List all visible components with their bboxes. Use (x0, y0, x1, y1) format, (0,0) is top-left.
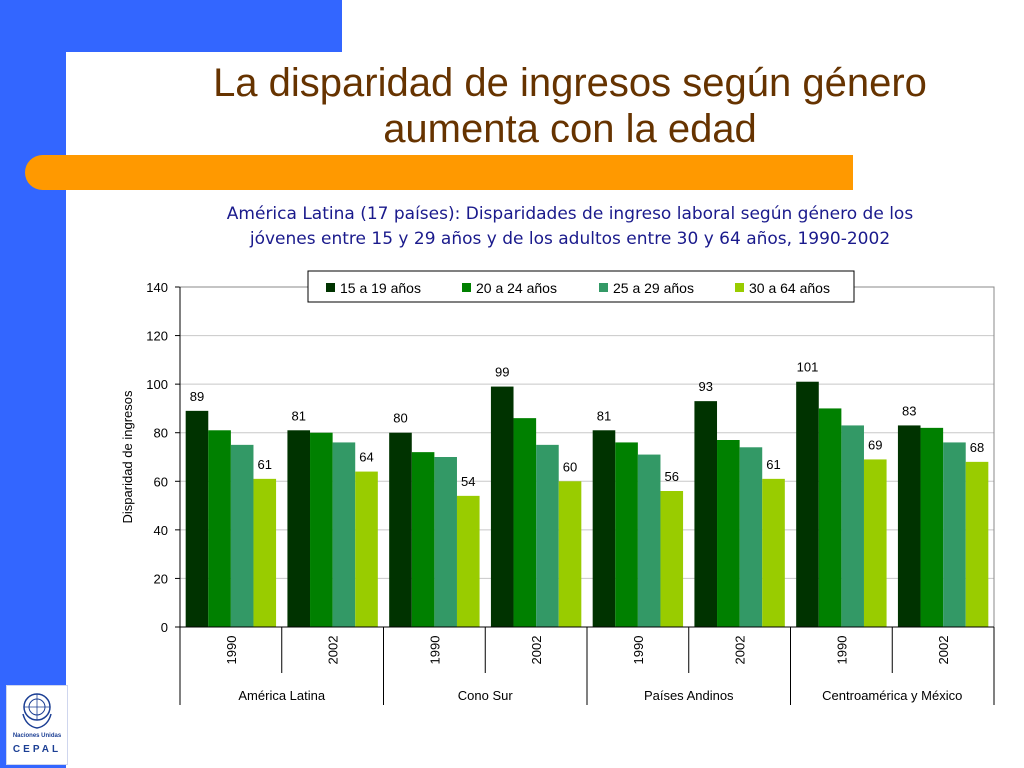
bar (920, 427, 944, 627)
logo-org-name: Naciones Unidas (12, 733, 62, 739)
slide-title-line2: aumenta con la edad (383, 107, 757, 151)
bar (717, 440, 740, 627)
y-tick-label: 100 (146, 377, 168, 392)
slide-title: La disparidad de ingresos según género a… (150, 60, 990, 152)
bar (818, 408, 842, 627)
y-tick-label: 80 (154, 426, 168, 441)
logo-cepal-name: CEPAL (12, 744, 62, 755)
bar (355, 471, 378, 627)
bar (762, 478, 785, 627)
legend-label: 20 a 24 años (476, 280, 557, 296)
bar (965, 461, 989, 627)
y-tick-label: 20 (154, 571, 168, 586)
bar (694, 401, 718, 627)
bar (592, 430, 616, 627)
bar (615, 442, 638, 627)
bar (434, 457, 457, 627)
data-label: 83 (902, 403, 916, 418)
bar (897, 425, 921, 627)
x-group-label: Centroamérica y México (822, 688, 962, 703)
chart-subtitle-line2: jóvenes entre 15 y 29 años y de los adul… (249, 229, 891, 249)
slide-left-band (0, 0, 66, 768)
data-label: 54 (461, 474, 475, 489)
bar (253, 478, 277, 627)
bar (456, 495, 480, 627)
bar (513, 418, 537, 627)
legend-label: 15 a 19 años (340, 280, 421, 296)
un-emblem-icon (22, 693, 52, 729)
y-tick-label: 0 (161, 620, 168, 635)
data-label: 101 (797, 360, 819, 375)
y-axis-label: Disparidad de ingresos (120, 390, 135, 523)
legend-box (307, 270, 855, 303)
bar (863, 459, 887, 627)
data-label: 64 (359, 450, 373, 465)
data-label: 81 (291, 408, 305, 423)
x-year-label: 1990 (427, 636, 442, 665)
data-label: 80 (393, 411, 407, 426)
data-label: 81 (597, 408, 611, 423)
y-tick-label: 140 (146, 280, 168, 295)
data-label: 68 (970, 440, 984, 455)
data-label: 61 (258, 457, 272, 472)
bar (389, 432, 412, 627)
x-year-label: 2002 (529, 636, 544, 665)
slide-title-line1: La disparidad de ingresos según género (213, 61, 927, 105)
y-tick-label: 40 (154, 523, 168, 538)
bar (411, 452, 435, 627)
legend-swatch (326, 283, 335, 292)
legend-swatch (735, 283, 744, 292)
bar (490, 386, 514, 627)
x-group-label: América Latina (238, 688, 325, 703)
legend-swatch (599, 283, 608, 292)
data-label: 89 (190, 389, 204, 404)
x-year-label: 2002 (733, 636, 748, 665)
data-label: 99 (495, 365, 509, 380)
bar (841, 425, 864, 627)
data-label: 56 (665, 469, 679, 484)
bar (558, 481, 582, 627)
bar (536, 444, 559, 627)
chart-subtitle: América Latina (17 países): Disparidades… (160, 202, 980, 252)
y-tick-label: 120 (146, 329, 168, 344)
chart-subtitle-line1: América Latina (17 países): Disparidades… (226, 204, 914, 224)
data-label: 69 (868, 437, 882, 452)
data-label: 93 (698, 379, 712, 394)
legend-label: 25 a 29 años (613, 280, 694, 296)
bar (637, 454, 661, 627)
legend-swatch (462, 283, 471, 292)
x-group-label: Cono Sur (458, 688, 514, 703)
bar (208, 430, 231, 627)
x-year-label: 1990 (631, 636, 646, 665)
cepal-logo: Naciones Unidas CEPAL (6, 685, 68, 765)
x-group-label: Países Andinos (644, 688, 734, 703)
x-year-label: 1990 (834, 636, 849, 665)
bar (796, 381, 819, 627)
legend-label: 30 a 64 años (749, 280, 830, 296)
bar (739, 447, 763, 627)
bar (660, 491, 684, 627)
bar (332, 442, 356, 627)
x-year-label: 2002 (326, 636, 341, 665)
bar (310, 432, 333, 627)
bar (230, 444, 254, 627)
bar (943, 442, 966, 627)
bar (185, 410, 209, 627)
data-label: 60 (563, 459, 577, 474)
x-year-label: 2002 (936, 636, 951, 665)
bar (287, 430, 311, 627)
title-underline-bar (25, 155, 853, 190)
y-tick-label: 60 (154, 474, 168, 489)
x-year-label: 1990 (224, 636, 239, 665)
data-label: 61 (766, 457, 780, 472)
